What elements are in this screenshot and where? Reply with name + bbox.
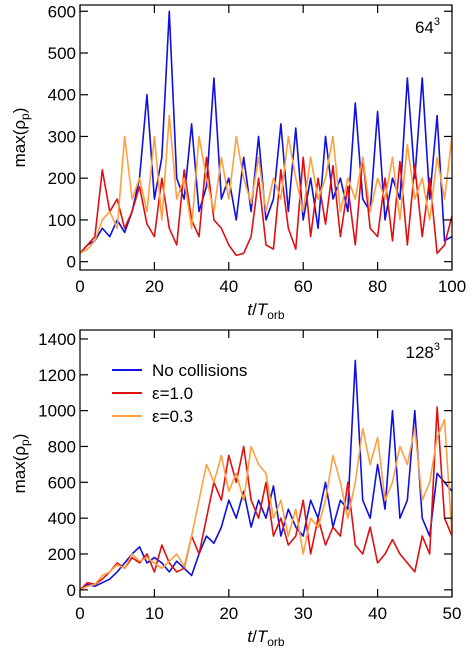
x-tick-label: 10 [145,604,164,623]
y-tick-label: 600 [48,2,76,21]
x-tick-label: 0 [75,604,84,623]
plot-frame [79,4,453,271]
y-tick-label: 1200 [38,366,76,385]
x-label-var: t [247,300,253,319]
resolution-base: 128 [406,343,434,362]
x-label-sub: orb [267,635,285,649]
y-tick-label: 0 [67,581,76,600]
series-line [80,406,452,591]
x-tick-label: 20 [219,604,238,623]
series-line [80,418,452,591]
y-label-end: ) [10,434,29,440]
x-axis-label: t/Torb [247,300,285,322]
x-tick-label: 100 [438,277,466,296]
y-axis-label: max(ρp) [10,108,32,168]
x-tick-label: 50 [443,604,462,623]
x-label-var2: T [257,300,269,319]
x-label-slash: / [252,627,257,646]
plot-frame [79,329,453,598]
legend-label: No collisions [152,361,247,380]
x-tick-label: 0 [75,277,84,296]
x-tick-label: 30 [294,604,313,623]
x-tick-label: 60 [294,277,313,296]
y-tick-label: 1400 [38,330,76,349]
y-tick-label: 800 [48,437,76,456]
y-label-main: max(ρ [10,446,29,493]
y-tick-label: 200 [48,545,76,564]
y-label-main: max(ρ [10,120,29,167]
resolution-label: 1283 [406,341,441,362]
x-label-var: t [247,627,253,646]
x-tick-label: 80 [368,277,387,296]
resolution-label: 643 [415,16,440,37]
series-line [80,114,452,255]
y-label-sub: p [18,439,32,446]
y-tick-label: 400 [48,509,76,528]
legend-label: ε=0.3 [152,407,193,426]
x-axis-label: t/Torb [247,627,285,649]
x-label-slash: / [252,300,257,319]
x-label-var2: T [257,627,269,646]
series-line [80,359,452,591]
y-tick-label: 400 [48,86,76,105]
y-label-sub: p [18,113,32,120]
y-tick-label: 200 [48,169,76,188]
x-tick-label: 40 [219,277,238,296]
y-tick-label: 300 [48,127,76,146]
y-tick-label: 500 [48,44,76,63]
x-tick-label: 40 [368,604,387,623]
x-tick-label: 20 [145,277,164,296]
y-axis-label: max(ρp) [10,434,32,494]
y-tick-label: 100 [48,211,76,230]
resolution-sup: 3 [434,16,440,28]
y-tick-label: 0 [67,253,76,272]
resolution-sup: 3 [434,341,440,353]
y-tick-label: 600 [48,473,76,492]
series-line [80,10,452,254]
y-tick-label: 1000 [38,402,76,421]
series-line [80,156,452,257]
x-label-sub: orb [267,308,285,322]
resolution-base: 64 [415,18,434,37]
legend-label: ε=1.0 [152,384,193,403]
y-label-end: ) [10,108,29,114]
